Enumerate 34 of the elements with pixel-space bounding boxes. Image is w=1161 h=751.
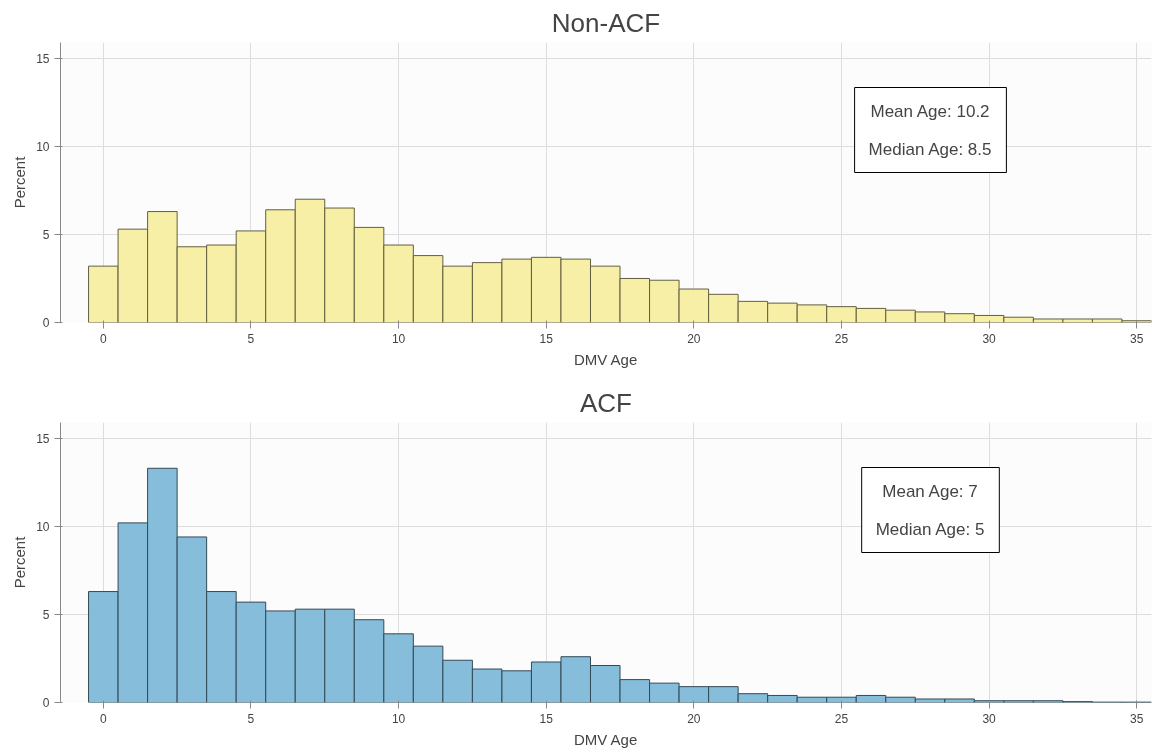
x-tick-label: 15 xyxy=(539,331,554,346)
y-axis-title: Percent xyxy=(11,155,29,209)
annotation: Mean Age: 10.2 xyxy=(870,101,990,121)
y-tick-label: 0 xyxy=(42,316,50,330)
y-tick-label: 10 xyxy=(36,519,50,534)
y-tick-label: 10 xyxy=(36,139,50,154)
x-tick-label: 10 xyxy=(391,331,406,346)
x-tick-label: 35 xyxy=(1130,711,1144,726)
y-tick-label: 15 xyxy=(36,51,50,66)
x-tick-label: 0 xyxy=(99,711,107,726)
chart-title: Non-ACF xyxy=(551,7,661,38)
x-tick-label: 10 xyxy=(391,711,406,726)
x-axis-title: DMV Age xyxy=(573,730,638,748)
y-tick-label: 0 xyxy=(42,696,50,710)
x-tick-label: 20 xyxy=(687,711,701,726)
x-tick-label: 5 xyxy=(247,331,255,346)
y-axis-title: Percent xyxy=(11,535,29,589)
x-tick-label: 0 xyxy=(99,331,107,346)
x-tick-label: 30 xyxy=(982,711,997,726)
x-tick-label: 20 xyxy=(687,331,701,346)
annotation: Mean Age: 7 xyxy=(882,481,978,501)
x-axis-title: DMV Age xyxy=(573,350,638,368)
x-tick-label: 25 xyxy=(834,331,849,346)
annotation: Median Age: 5 xyxy=(875,519,985,539)
y-tick-label: 5 xyxy=(42,607,50,622)
y-tick-label: 15 xyxy=(36,431,50,446)
x-tick-label: 15 xyxy=(539,711,554,726)
x-tick-label: 30 xyxy=(982,331,997,346)
x-tick-label: 35 xyxy=(1130,331,1144,346)
x-tick-label: 5 xyxy=(247,711,255,726)
annotation: Median Age: 8.5 xyxy=(868,139,992,159)
x-tick-label: 25 xyxy=(834,711,849,726)
y-tick-label: 5 xyxy=(42,227,50,242)
chart-title: ACF xyxy=(580,387,632,418)
